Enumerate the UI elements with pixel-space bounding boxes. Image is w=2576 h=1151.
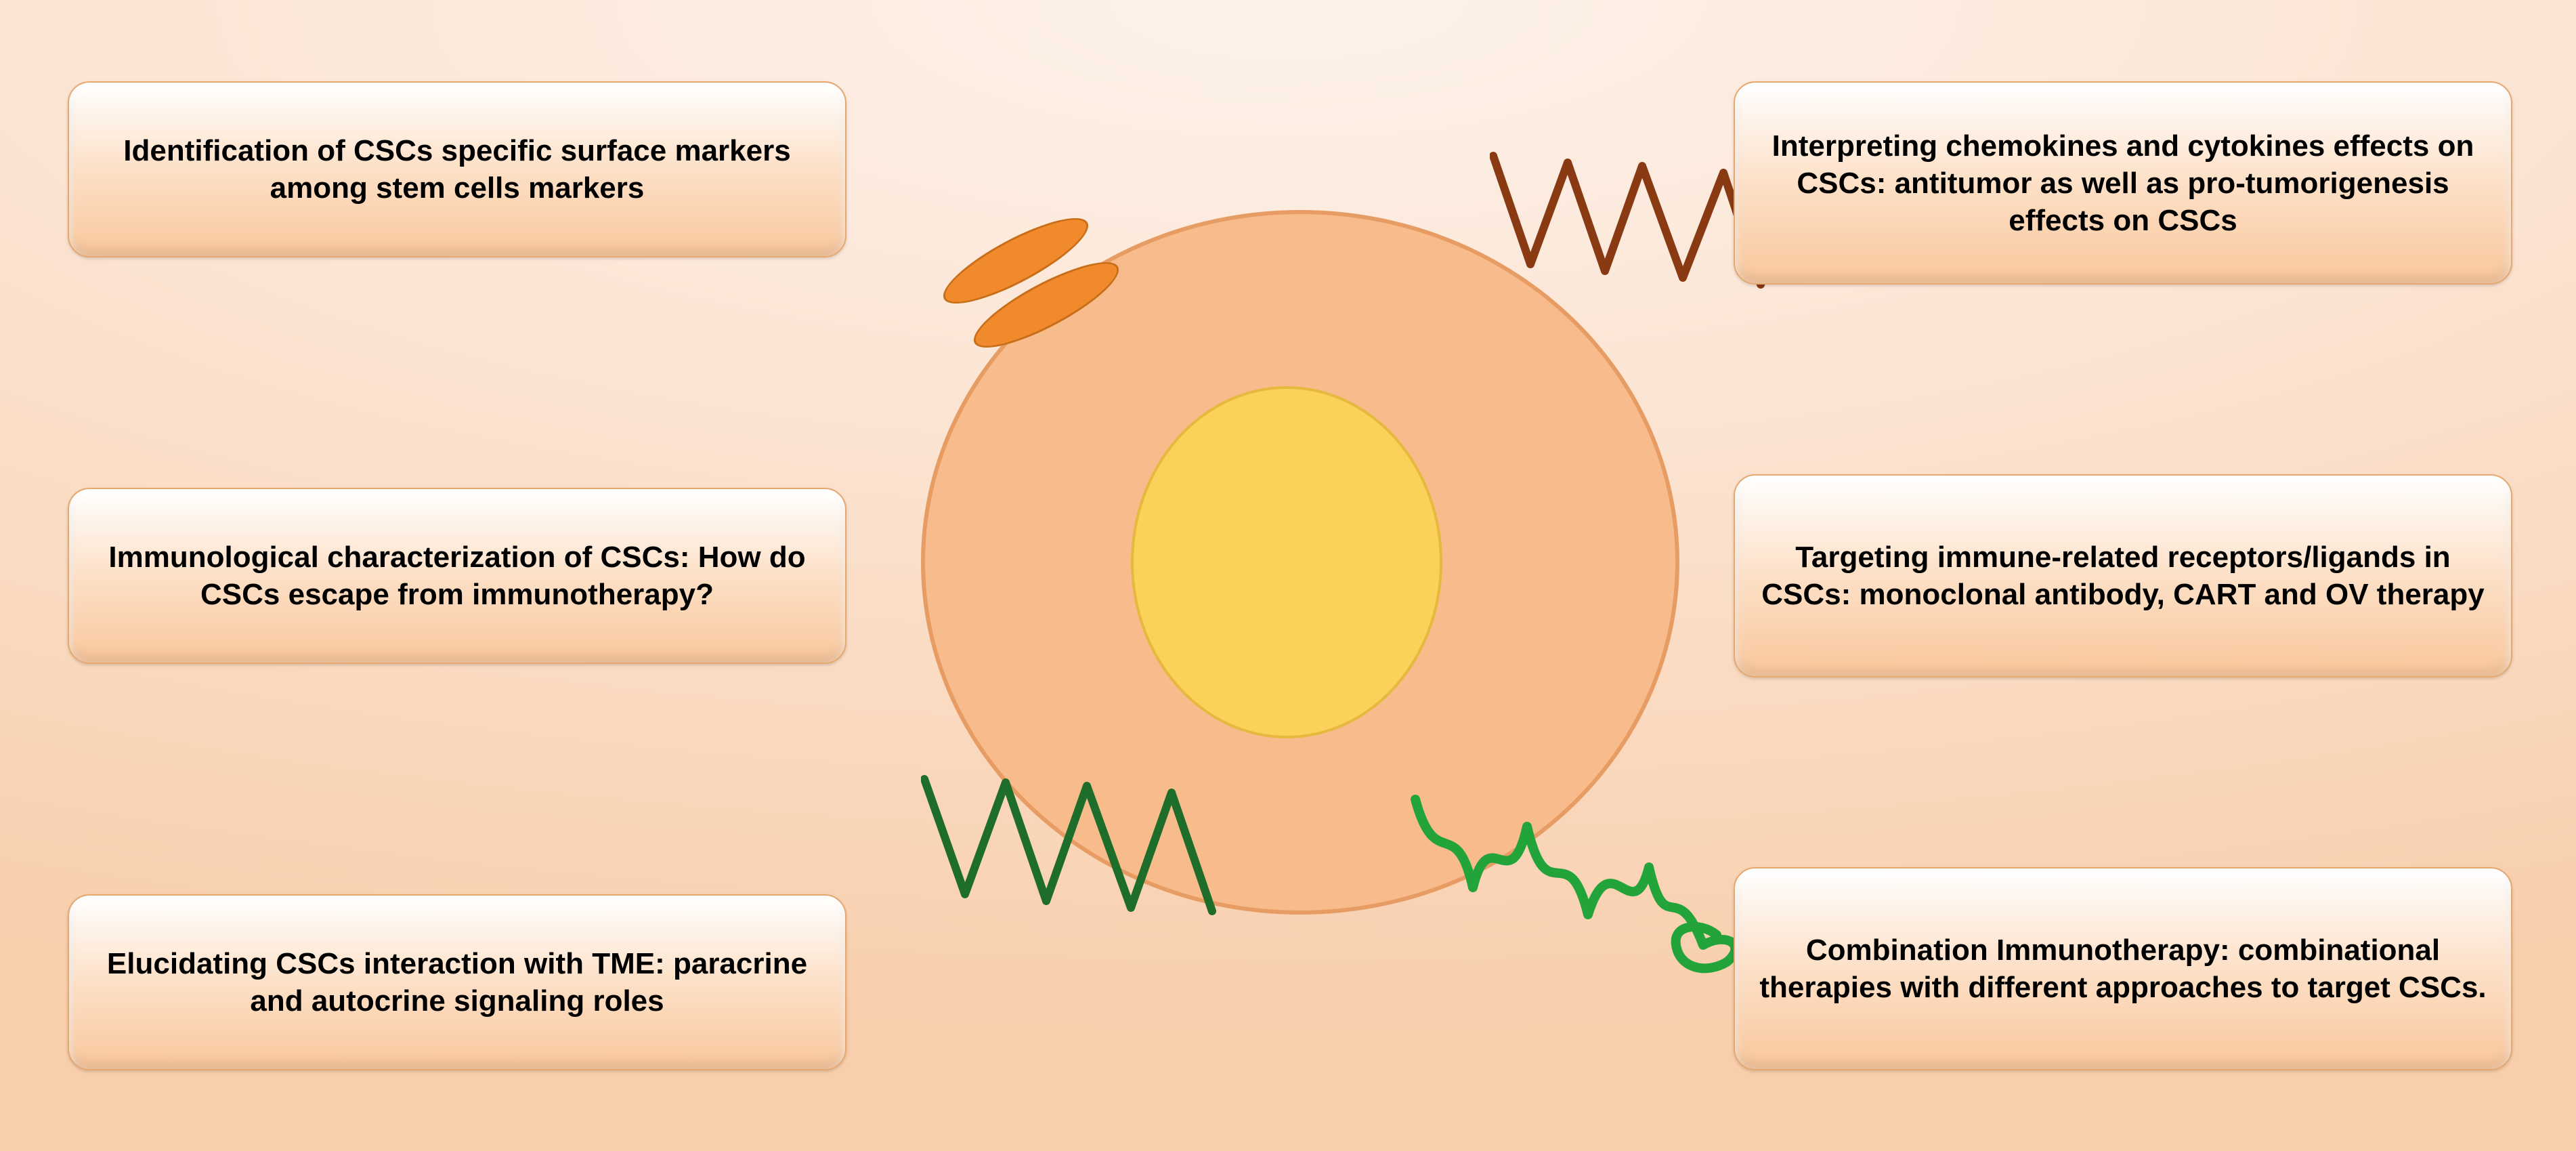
darkgreen-squiggle bbox=[921, 759, 1219, 935]
box-left-3: Elucidating CSCs interaction with TME: p… bbox=[68, 894, 846, 1070]
box-left-2: Immunological characterization of CSCs: … bbox=[68, 488, 846, 664]
diagram-canvas: Identification of CSCs specific surface … bbox=[0, 0, 2576, 1151]
box-left-1: Identification of CSCs specific surface … bbox=[68, 81, 846, 257]
box-right-2: Targeting immune-related receptors/ligan… bbox=[1734, 474, 2512, 677]
lightgreen-squiggle bbox=[1409, 772, 1747, 976]
box-right-1: Interpreting chemokines and cytokines ef… bbox=[1734, 81, 2512, 285]
box-right-3: Combination Immunotherapy: combinational… bbox=[1734, 867, 2512, 1070]
cell-nucleus bbox=[1131, 386, 1442, 738]
